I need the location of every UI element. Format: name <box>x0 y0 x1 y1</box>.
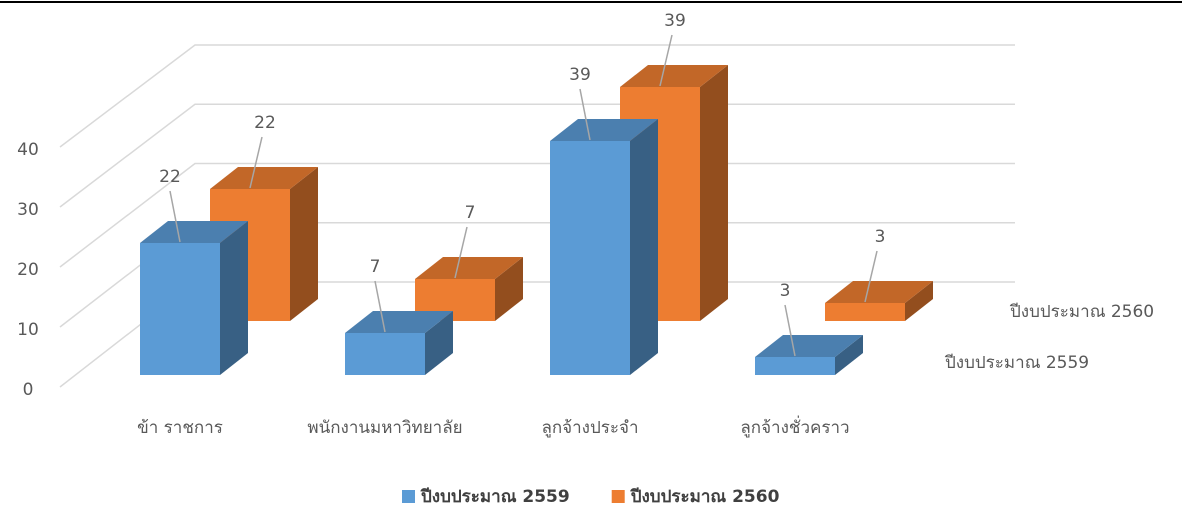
bar-side <box>220 221 248 375</box>
x-tick-label: พนักงานมหาวิทยาลัย <box>307 418 462 438</box>
legend: ปีงบประมาณ 2559 ปีงบประมาณ 2560 <box>402 486 780 507</box>
bar-side <box>835 335 863 375</box>
bar <box>550 141 630 375</box>
bar-side <box>495 257 523 321</box>
bar-top <box>825 281 933 303</box>
legend-swatch <box>402 490 415 503</box>
x-tick-label: ลูกจ้างประจำ <box>541 418 638 438</box>
bar-side <box>630 119 658 375</box>
depth-axis-label: ปีงบประมาณ 2559 <box>944 353 1089 373</box>
grid-line <box>59 44 1015 148</box>
leader-line <box>374 280 386 333</box>
y-tick-label: 30 <box>17 200 39 220</box>
bar-top <box>140 221 248 243</box>
data-label: 3 <box>780 281 791 301</box>
bar-top <box>550 119 658 141</box>
leader-line <box>169 190 181 243</box>
x-tick-label: ข้า ราชการ <box>137 418 223 438</box>
y-tick-label: 20 <box>17 260 39 280</box>
data-label: 22 <box>254 113 276 133</box>
leader-line <box>454 226 468 279</box>
bar-top <box>345 311 453 333</box>
bar <box>755 357 835 375</box>
y-tick-label: 0 <box>23 380 34 400</box>
leader-line <box>579 88 591 141</box>
legend-label: ปีงบประมาณ 2559 <box>420 486 570 507</box>
bar-side <box>425 311 453 375</box>
x-tick-label: ลูกจ้างชั่วคราว <box>740 415 849 438</box>
depth-axis-label: ปีงบประมาณ 2560 <box>1009 302 1154 322</box>
bar <box>825 303 905 321</box>
y-tick-label: 10 <box>17 320 39 340</box>
bar-side <box>700 65 728 321</box>
bar-side <box>905 281 933 321</box>
data-label: 7 <box>370 257 381 277</box>
bar-top <box>210 167 318 189</box>
leader-line <box>784 304 796 357</box>
leader-line <box>659 34 673 87</box>
bar-side <box>290 167 318 321</box>
leader-line <box>249 136 263 189</box>
data-label: 22 <box>159 167 181 187</box>
data-label: 3 <box>875 227 886 247</box>
legend-label: ปีงบประมาณ 2560 <box>630 486 780 507</box>
bar <box>345 333 425 375</box>
leader-line <box>864 250 878 303</box>
bar <box>140 243 220 375</box>
legend-swatch <box>611 490 625 503</box>
bar-top <box>620 65 728 87</box>
grid-line <box>59 103 1015 208</box>
grid-line <box>59 162 1015 268</box>
data-label: 7 <box>465 203 476 223</box>
data-label: 39 <box>569 65 591 85</box>
bar-top <box>415 257 523 279</box>
data-label: 39 <box>664 11 686 31</box>
y-tick-label: 40 <box>17 140 39 160</box>
bar-top <box>755 335 863 357</box>
